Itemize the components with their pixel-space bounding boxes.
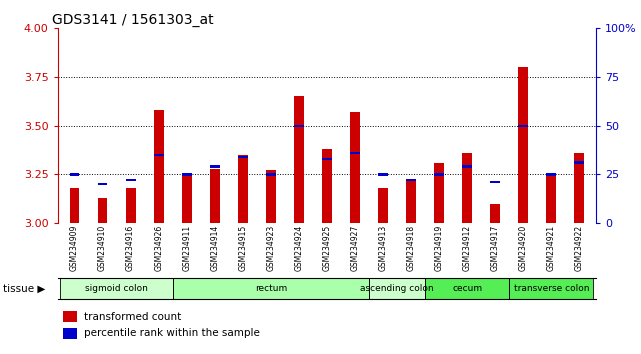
Bar (210, 165, 220, 168)
Text: transverse colon: transverse colon (513, 284, 589, 293)
Text: GSM234914: GSM234914 (210, 225, 219, 271)
Text: GSM234925: GSM234925 (322, 225, 331, 271)
Bar (519, 125, 528, 127)
Bar (574, 161, 584, 164)
Bar (63, 311, 76, 322)
Text: GSM234921: GSM234921 (547, 225, 556, 271)
Text: ascending colon: ascending colon (360, 284, 434, 293)
Text: GSM234909: GSM234909 (70, 225, 79, 271)
Bar (238, 156, 247, 158)
Bar (546, 173, 556, 176)
Text: GSM234913: GSM234913 (378, 225, 388, 271)
Text: GSM234924: GSM234924 (294, 225, 303, 271)
Text: GSM234919: GSM234919 (435, 225, 444, 271)
Bar (546, 174, 556, 223)
Bar (63, 328, 76, 339)
Bar (574, 153, 584, 223)
Bar (97, 183, 108, 185)
Bar (406, 179, 416, 181)
Text: transformed count: transformed count (83, 312, 181, 321)
Bar (322, 158, 332, 160)
Text: GSM234927: GSM234927 (351, 225, 360, 271)
Bar (238, 155, 247, 223)
Text: GSM234915: GSM234915 (238, 225, 247, 271)
Bar (210, 169, 220, 223)
Bar (266, 170, 276, 223)
Bar (154, 154, 163, 156)
Bar (70, 173, 79, 176)
Text: GSM234920: GSM234920 (519, 225, 528, 271)
Bar (490, 204, 500, 223)
Text: percentile rank within the sample: percentile rank within the sample (83, 328, 260, 338)
Bar (378, 188, 388, 223)
Bar (70, 188, 79, 223)
Bar (519, 67, 528, 223)
Bar (294, 96, 304, 223)
Bar (266, 173, 276, 176)
Bar (378, 173, 388, 176)
Text: tissue ▶: tissue ▶ (3, 284, 46, 293)
Text: GSM234916: GSM234916 (126, 225, 135, 271)
Bar (434, 162, 444, 223)
Bar (406, 180, 416, 223)
Bar (154, 110, 163, 223)
Bar (462, 153, 472, 223)
Bar (462, 165, 472, 168)
Text: GSM234923: GSM234923 (266, 225, 276, 271)
Text: GSM234926: GSM234926 (154, 225, 163, 271)
Bar (350, 112, 360, 223)
Bar (182, 174, 192, 223)
Text: GSM234917: GSM234917 (490, 225, 500, 271)
Bar (350, 152, 360, 154)
Bar (434, 173, 444, 176)
Bar (490, 181, 500, 183)
Bar (97, 198, 108, 223)
Text: GSM234910: GSM234910 (98, 225, 107, 271)
Bar (294, 125, 304, 127)
Bar (182, 173, 192, 176)
Text: GSM234918: GSM234918 (406, 225, 415, 271)
Text: GSM234922: GSM234922 (575, 225, 584, 271)
Text: GSM234912: GSM234912 (463, 225, 472, 271)
Bar (126, 179, 135, 181)
Text: GSM234911: GSM234911 (182, 225, 191, 271)
Text: cecum: cecum (452, 284, 482, 293)
Text: sigmoid colon: sigmoid colon (85, 284, 148, 293)
Bar (126, 188, 135, 223)
Text: rectum: rectum (254, 284, 287, 293)
Text: GDS3141 / 1561303_at: GDS3141 / 1561303_at (53, 13, 214, 27)
Bar (322, 149, 332, 223)
